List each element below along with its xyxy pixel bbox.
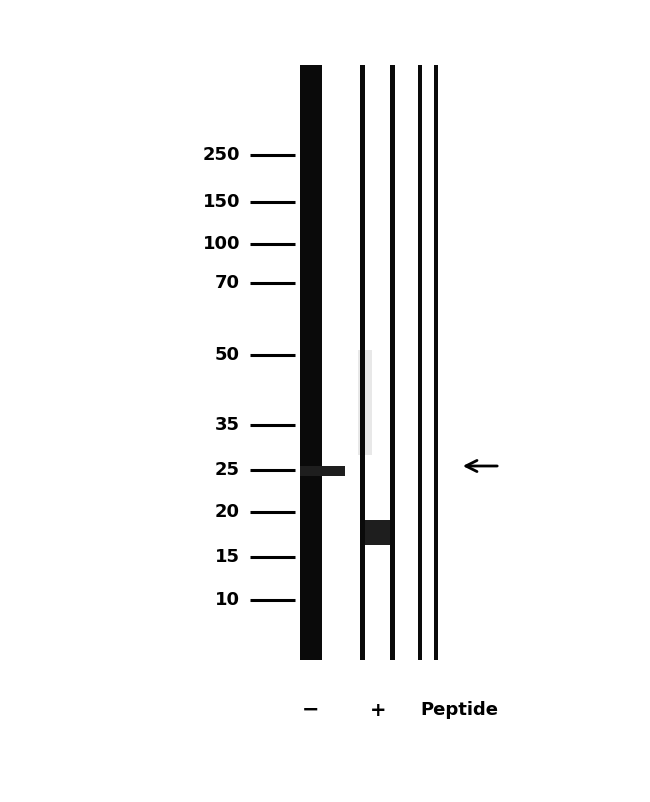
Text: 250: 250 bbox=[203, 146, 240, 164]
Text: 50: 50 bbox=[215, 346, 240, 364]
Text: 25: 25 bbox=[215, 461, 240, 479]
Text: 20: 20 bbox=[215, 503, 240, 521]
Text: 10: 10 bbox=[215, 591, 240, 609]
Text: 35: 35 bbox=[215, 416, 240, 434]
Text: 100: 100 bbox=[203, 235, 240, 253]
Text: 70: 70 bbox=[215, 274, 240, 292]
Text: 15: 15 bbox=[215, 548, 240, 566]
Text: +: + bbox=[370, 700, 386, 719]
Text: Peptide: Peptide bbox=[420, 701, 498, 719]
Text: −: − bbox=[302, 700, 320, 720]
Text: 150: 150 bbox=[203, 193, 240, 211]
